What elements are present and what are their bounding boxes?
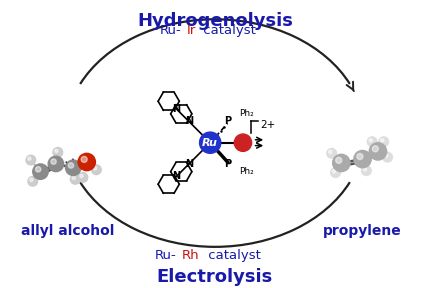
Circle shape: [381, 139, 384, 142]
Circle shape: [28, 157, 31, 160]
Circle shape: [65, 160, 81, 175]
Text: N: N: [185, 159, 193, 169]
Circle shape: [329, 150, 332, 154]
Text: Hydrogenolysis: Hydrogenolysis: [137, 12, 293, 30]
Circle shape: [30, 178, 33, 181]
Text: N: N: [172, 104, 181, 114]
Circle shape: [369, 143, 387, 160]
Circle shape: [93, 166, 97, 170]
Circle shape: [362, 166, 371, 175]
Circle shape: [200, 132, 221, 153]
Text: N: N: [172, 171, 181, 181]
Circle shape: [363, 168, 367, 171]
Circle shape: [55, 149, 58, 153]
Text: P: P: [224, 116, 231, 126]
Text: propylene: propylene: [323, 224, 402, 238]
Text: catalyst: catalyst: [204, 249, 261, 262]
Circle shape: [68, 163, 74, 168]
Text: Ru-: Ru-: [155, 249, 176, 262]
Circle shape: [81, 156, 87, 162]
Circle shape: [80, 174, 83, 178]
Circle shape: [53, 147, 63, 157]
Circle shape: [48, 156, 64, 172]
Text: M: M: [237, 138, 249, 148]
Text: catalyst: catalyst: [199, 24, 256, 37]
Text: Electrolysis: Electrolysis: [157, 268, 273, 286]
Text: P: P: [224, 159, 231, 169]
Circle shape: [384, 154, 388, 158]
Circle shape: [333, 154, 350, 172]
Circle shape: [33, 164, 48, 179]
Circle shape: [372, 146, 378, 152]
Circle shape: [51, 159, 56, 164]
Circle shape: [72, 176, 75, 180]
Text: Rh: Rh: [182, 249, 200, 262]
Text: Ru-: Ru-: [160, 24, 182, 37]
Circle shape: [331, 168, 341, 177]
Circle shape: [367, 137, 377, 147]
Circle shape: [92, 165, 101, 175]
Circle shape: [78, 153, 95, 171]
Text: Ph₂: Ph₂: [239, 167, 254, 176]
Circle shape: [336, 157, 342, 163]
Circle shape: [35, 167, 41, 172]
Circle shape: [357, 154, 363, 160]
Circle shape: [26, 155, 36, 165]
Circle shape: [71, 175, 80, 184]
Text: Ru: Ru: [202, 138, 218, 148]
Text: allyl alcohol: allyl alcohol: [21, 224, 114, 238]
Circle shape: [383, 152, 393, 162]
Text: Ir: Ir: [187, 24, 197, 37]
Circle shape: [354, 150, 371, 168]
Text: 2+: 2+: [260, 120, 276, 130]
Text: Ph₂: Ph₂: [239, 109, 254, 118]
Circle shape: [379, 137, 389, 147]
Circle shape: [327, 149, 337, 158]
Text: N: N: [185, 116, 193, 126]
Circle shape: [78, 173, 88, 182]
Circle shape: [28, 177, 37, 186]
Circle shape: [332, 169, 336, 173]
Circle shape: [369, 139, 372, 142]
Circle shape: [234, 134, 252, 151]
